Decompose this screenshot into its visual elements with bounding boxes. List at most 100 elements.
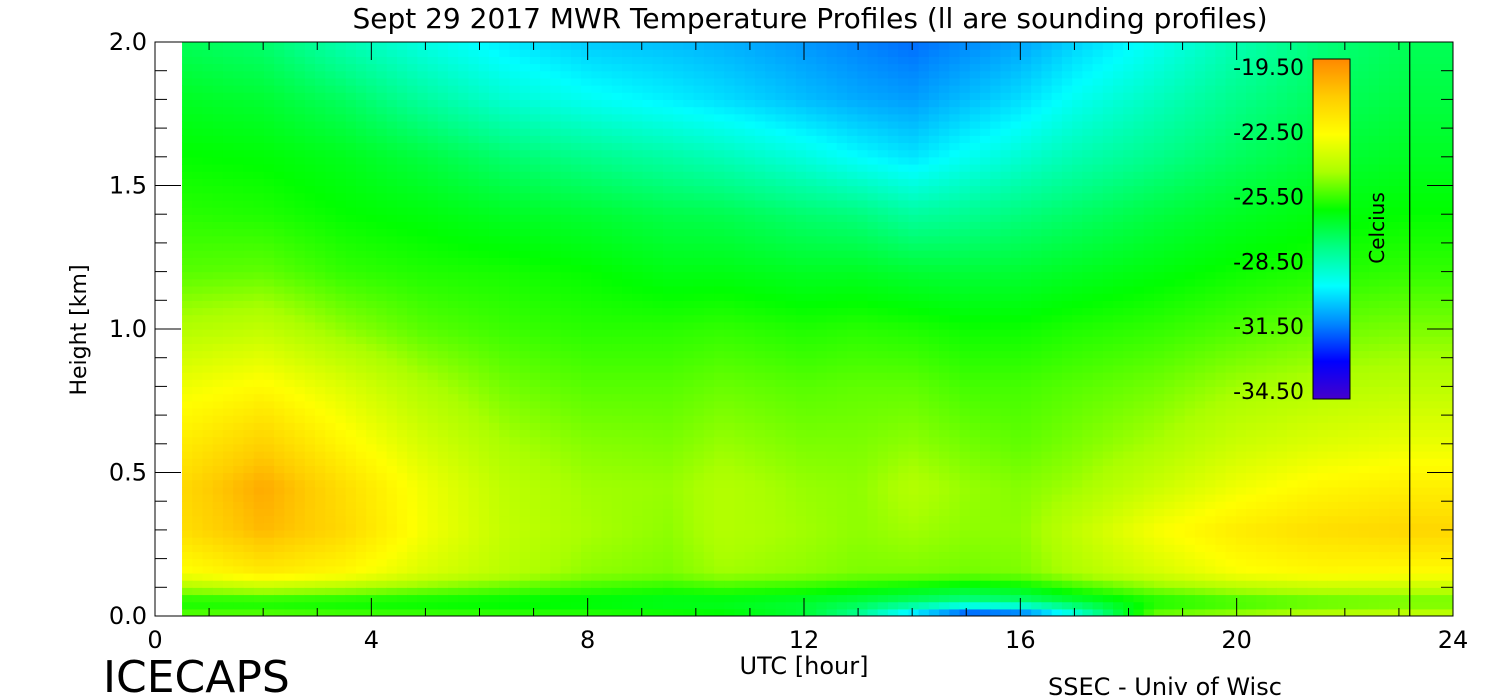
heatmap-cell xyxy=(806,156,817,165)
heatmap-cell xyxy=(754,522,766,531)
heatmap-cell xyxy=(325,515,337,524)
heatmap-cell xyxy=(581,479,592,488)
heatmap-cell xyxy=(263,235,275,244)
heatmap-cell xyxy=(294,285,306,294)
heatmap-cell xyxy=(355,422,367,431)
heatmap-cell xyxy=(673,214,684,222)
heatmap-cell xyxy=(570,207,582,215)
heatmap-cell xyxy=(366,56,378,65)
heatmap-cell xyxy=(396,551,408,560)
heatmap-cell xyxy=(233,271,245,280)
heatmap-cell xyxy=(560,163,572,172)
heatmap-cell xyxy=(376,163,388,172)
heatmap-cell xyxy=(396,537,408,545)
heatmap-cell xyxy=(407,386,418,395)
heatmap-cell xyxy=(591,70,603,79)
heatmap-cell xyxy=(632,393,644,402)
heatmap-cell xyxy=(703,142,715,151)
heatmap-cell xyxy=(621,120,633,129)
heatmap-cell xyxy=(601,436,613,445)
heatmap-cell xyxy=(192,171,204,179)
heatmap-cell xyxy=(427,379,439,387)
heatmap-cell xyxy=(458,307,470,316)
heatmap-cell xyxy=(806,407,817,416)
heatmap-cell xyxy=(182,92,193,100)
heatmap-cell xyxy=(355,508,367,517)
heatmap-cell xyxy=(274,192,285,201)
heatmap-cell xyxy=(478,465,490,474)
heatmap-cell xyxy=(785,544,797,553)
heatmap-cell xyxy=(437,171,449,179)
heatmap-cell xyxy=(468,465,480,474)
heatmap-cell xyxy=(754,92,766,100)
heatmap-cell xyxy=(693,386,705,395)
heatmap-cell xyxy=(642,106,654,115)
heatmap-cell xyxy=(315,49,326,57)
heatmap-cell xyxy=(642,49,654,57)
heatmap-cell xyxy=(192,221,204,230)
heatmap-cell xyxy=(437,465,449,474)
heatmap-cell xyxy=(304,486,316,495)
heatmap-cell xyxy=(253,314,265,323)
heatmap-cell xyxy=(632,436,644,445)
heatmap-cell xyxy=(662,379,674,387)
heatmap-cell xyxy=(437,501,449,509)
heatmap-cell xyxy=(785,235,797,244)
heatmap-cell xyxy=(540,321,551,330)
heatmap-cell xyxy=(396,429,408,438)
heatmap-cell xyxy=(621,113,633,122)
heatmap-cell xyxy=(621,422,633,431)
heatmap-cell xyxy=(744,364,756,373)
heatmap-cell xyxy=(765,77,777,86)
heatmap-cell xyxy=(345,156,357,165)
heatmap-cell xyxy=(335,565,347,574)
heatmap-cell xyxy=(427,343,439,352)
heatmap-cell xyxy=(806,149,817,158)
heatmap-cell xyxy=(744,443,756,452)
heatmap-cell xyxy=(611,300,623,309)
heatmap-cell xyxy=(407,450,418,459)
heatmap-cell xyxy=(294,99,306,108)
heatmap-cell xyxy=(417,544,429,553)
heatmap-cell xyxy=(376,235,388,244)
heatmap-cell xyxy=(499,364,511,373)
heatmap-cell xyxy=(795,393,807,402)
heatmap-cell xyxy=(529,357,541,366)
heatmap-cell xyxy=(396,336,408,344)
heatmap-cell xyxy=(652,228,664,237)
heatmap-cell xyxy=(396,415,408,423)
heatmap-cell xyxy=(407,199,418,208)
heatmap-cell xyxy=(315,580,326,588)
heatmap-cell xyxy=(222,42,234,50)
heatmap-cell xyxy=(693,77,705,86)
heatmap-cell xyxy=(754,49,766,57)
heatmap-cell xyxy=(509,522,521,531)
heatmap-cell xyxy=(499,479,511,488)
heatmap-cell xyxy=(621,601,633,610)
heatmap-cell xyxy=(468,185,480,194)
heatmap-cell xyxy=(765,264,777,273)
heatmap-cell xyxy=(304,608,316,616)
heatmap-cell xyxy=(202,185,214,194)
heatmap-cell xyxy=(396,178,408,187)
heatmap-cell xyxy=(754,329,766,337)
heatmap-cell xyxy=(274,522,285,531)
heatmap-cell xyxy=(222,537,234,545)
heatmap-cell xyxy=(724,465,736,474)
heatmap-cell xyxy=(192,300,204,309)
heatmap-cell xyxy=(468,314,480,323)
heatmap-cell xyxy=(529,178,541,187)
heatmap-cell xyxy=(703,565,715,574)
heatmap-cell xyxy=(355,56,367,65)
heatmap-cell xyxy=(478,594,490,603)
heatmap-cell xyxy=(621,207,633,215)
heatmap-cell xyxy=(775,551,787,560)
heatmap-cell xyxy=(519,501,531,509)
heatmap-cell xyxy=(437,329,449,337)
heatmap-cell xyxy=(632,551,644,560)
heatmap-cell xyxy=(376,501,388,509)
heatmap-cell xyxy=(642,149,654,158)
heatmap-cell xyxy=(212,479,224,488)
heatmap-cell xyxy=(488,515,500,524)
heatmap-cell xyxy=(468,565,480,574)
